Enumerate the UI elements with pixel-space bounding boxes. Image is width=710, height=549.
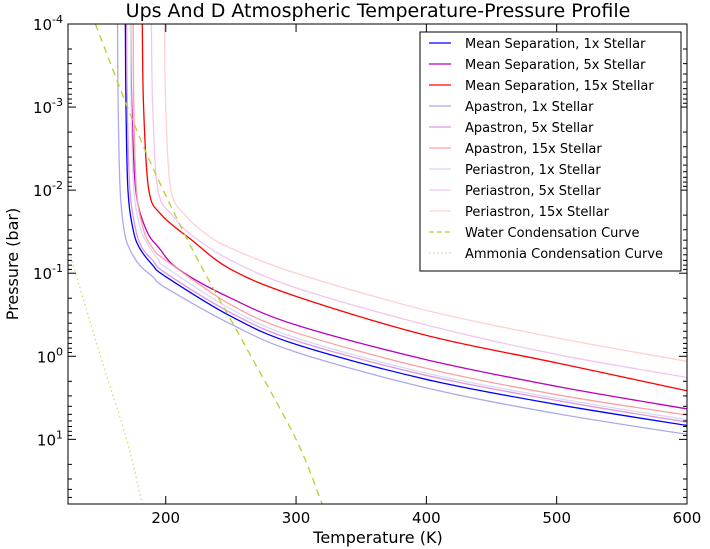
- legend-label-1: Mean Separation, 1x Stellar: [465, 37, 646, 52]
- series-line-2: [129, 24, 687, 410]
- series-line-8: [150, 24, 687, 379]
- plot-frame: [67, 23, 688, 505]
- axis-ticks: 200 300 400 500 600 10-4 10-3 10-2 10-1 100 101: [33, 13, 701, 527]
- legend-label-6: Apastron, 15x Stellar: [465, 142, 602, 157]
- y-tick-label: 101: [37, 428, 63, 449]
- series-line-5: [125, 24, 687, 423]
- x-tick-label: 600: [673, 509, 702, 527]
- x-tick-label: 300: [282, 509, 311, 527]
- y-tick-label: 10-4: [33, 13, 63, 34]
- x-tick-label: 400: [412, 509, 441, 527]
- legend-label-5: Apastron, 5x Stellar: [465, 121, 594, 136]
- y-axis-label: Pressure (bar): [3, 208, 22, 320]
- legend-label-7: Periastron, 1x Stellar: [465, 163, 601, 178]
- y-tick-label: 10-3: [33, 96, 63, 117]
- x-tick-label: 200: [151, 509, 180, 527]
- series-line-6: [132, 24, 687, 416]
- series-line-4: [116, 24, 687, 435]
- series-line-1: [124, 24, 687, 427]
- y-tick-label: 10-1: [33, 262, 63, 283]
- legend-label-9: Periastron, 15x Stellar: [465, 205, 610, 220]
- series-line-9: [163, 24, 687, 362]
- x-tick-label: 500: [542, 509, 571, 527]
- legend-box: [419, 31, 682, 272]
- legend-label-2: Mean Separation, 5x Stellar: [465, 58, 646, 73]
- legend-label-8: Periastron, 5x Stellar: [465, 184, 601, 199]
- y-tick-label: 100: [37, 345, 63, 366]
- chart-title: Ups And D Atmospheric Temperature-Pressu…: [126, 0, 631, 22]
- y-tick-label: 10-2: [33, 179, 63, 200]
- series-line-11: [68, 248, 143, 504]
- legend: Mean Separation, 1x Stellar Mean Separati…: [419, 31, 682, 272]
- series-line-10: [94, 24, 323, 504]
- series-line-7: [129, 24, 687, 421]
- legend-label-11: Ammonia Condensation Curve: [465, 247, 663, 262]
- legend-label-4: Apastron, 1x Stellar: [465, 100, 594, 115]
- legend-label-10: Water Condensation Curve: [465, 226, 639, 241]
- legend-label-3: Mean Separation, 15x Stellar: [465, 79, 654, 94]
- x-axis-label: Temperature (K): [312, 528, 442, 547]
